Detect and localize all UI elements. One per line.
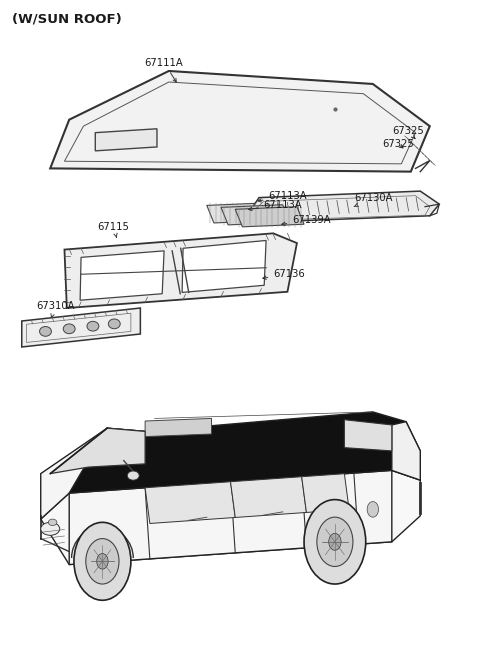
Circle shape bbox=[96, 553, 108, 569]
Polygon shape bbox=[344, 420, 392, 451]
Text: 67130A: 67130A bbox=[354, 193, 392, 206]
Text: 67310A: 67310A bbox=[36, 301, 74, 318]
Circle shape bbox=[367, 502, 379, 517]
Polygon shape bbox=[145, 419, 212, 437]
Text: 67115: 67115 bbox=[97, 222, 130, 237]
Ellipse shape bbox=[48, 519, 57, 525]
Polygon shape bbox=[96, 129, 157, 151]
Text: 67139A: 67139A bbox=[282, 215, 331, 225]
Polygon shape bbox=[80, 251, 164, 300]
Text: 67325: 67325 bbox=[383, 140, 414, 149]
Polygon shape bbox=[64, 233, 297, 308]
Polygon shape bbox=[69, 470, 392, 565]
Polygon shape bbox=[392, 422, 420, 480]
Ellipse shape bbox=[87, 322, 99, 331]
Text: 67111A: 67111A bbox=[144, 58, 183, 82]
Circle shape bbox=[74, 522, 131, 600]
Polygon shape bbox=[69, 412, 420, 493]
Polygon shape bbox=[207, 203, 276, 223]
Text: 67113A: 67113A bbox=[258, 191, 307, 202]
Polygon shape bbox=[230, 477, 306, 517]
Polygon shape bbox=[41, 470, 420, 565]
Circle shape bbox=[304, 500, 366, 584]
Polygon shape bbox=[250, 191, 439, 222]
Polygon shape bbox=[301, 474, 349, 512]
Text: 67136: 67136 bbox=[263, 269, 305, 280]
Polygon shape bbox=[50, 428, 145, 474]
Polygon shape bbox=[221, 205, 290, 225]
Polygon shape bbox=[235, 207, 304, 227]
Text: 67325: 67325 bbox=[392, 126, 423, 139]
Polygon shape bbox=[41, 428, 145, 519]
Text: (W/SUN ROOF): (W/SUN ROOF) bbox=[12, 12, 122, 26]
Circle shape bbox=[329, 533, 341, 550]
Polygon shape bbox=[145, 481, 235, 523]
Polygon shape bbox=[22, 308, 140, 347]
Ellipse shape bbox=[63, 324, 75, 333]
Ellipse shape bbox=[39, 327, 51, 336]
Polygon shape bbox=[182, 240, 266, 292]
Ellipse shape bbox=[41, 522, 60, 535]
Circle shape bbox=[86, 538, 119, 584]
Ellipse shape bbox=[108, 319, 120, 329]
Ellipse shape bbox=[127, 471, 139, 480]
Text: 67113A: 67113A bbox=[249, 200, 302, 211]
Circle shape bbox=[317, 517, 353, 567]
Polygon shape bbox=[50, 71, 430, 172]
